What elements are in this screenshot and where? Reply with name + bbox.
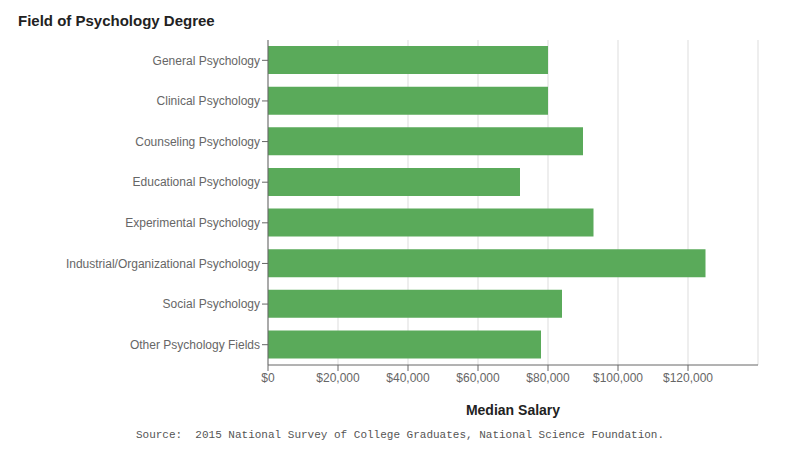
svg-text:Other Psychology Fields: Other Psychology Fields — [130, 338, 260, 352]
svg-text:$120,000: $120,000 — [663, 371, 713, 385]
html-text:Field of Psychology Degree: Field of Psychology Degree — [18, 12, 215, 29]
svg-text:$60,000: $60,000 — [456, 371, 500, 385]
svg-text:$40,000: $40,000 — [386, 371, 430, 385]
svg-text:$20,000: $20,000 — [316, 371, 360, 385]
svg-text:Educational Psychology: Educational Psychology — [133, 175, 260, 189]
svg-text:Social Psychology: Social Psychology — [163, 297, 260, 311]
svg-text:$100,000: $100,000 — [593, 371, 643, 385]
svg-text:Clinical Psychology: Clinical Psychology — [157, 94, 260, 108]
svg-text:General Psychology: General Psychology — [153, 54, 260, 68]
svg-text:Counseling Psychology: Counseling Psychology — [135, 135, 260, 149]
svg-text:$80,000: $80,000 — [526, 371, 570, 385]
svg-text:Experimental Psychology: Experimental Psychology — [125, 216, 260, 230]
svg-text:$0: $0 — [261, 371, 275, 385]
html-text:Source: 2015 National Survey o: Source: 2015 National Survey of College … — [136, 429, 664, 441]
svg-text:Median Salary: Median Salary — [466, 402, 560, 418]
svg-text:Industrial/Organizational Psyc: Industrial/Organizational Psychology — [66, 257, 260, 271]
